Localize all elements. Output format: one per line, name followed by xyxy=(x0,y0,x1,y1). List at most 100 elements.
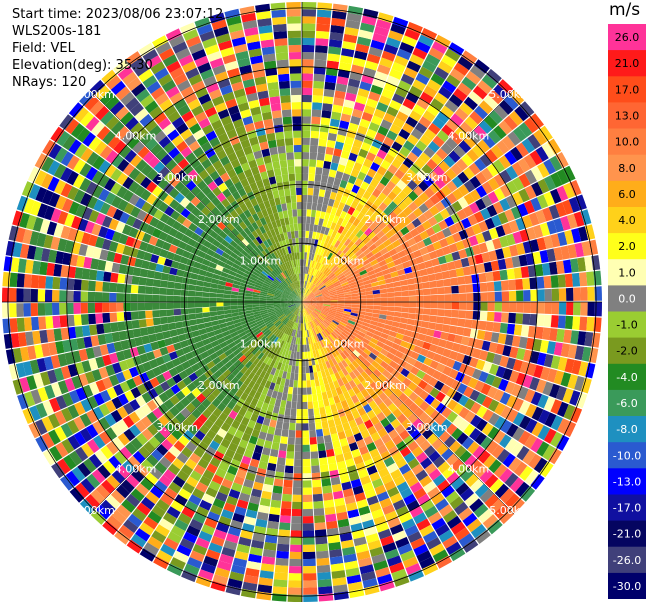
ray-gate xyxy=(517,203,529,217)
ray-gate xyxy=(271,270,278,277)
ray-gate xyxy=(305,323,308,331)
ray-gate xyxy=(448,42,465,56)
ray-gate xyxy=(81,268,91,280)
ray-gate xyxy=(240,392,249,401)
ray-gate xyxy=(243,209,252,219)
ray-gate xyxy=(405,563,422,575)
ray-gate xyxy=(73,189,86,204)
ray-gate xyxy=(163,141,176,154)
ray-gate xyxy=(98,226,109,238)
ray-gate xyxy=(448,94,463,108)
ray-gate xyxy=(385,230,395,239)
ray-gate xyxy=(220,326,229,333)
ray-gate xyxy=(499,468,513,483)
ray-gate xyxy=(48,342,58,356)
ray-gate xyxy=(387,147,399,158)
ray-gate xyxy=(380,302,388,307)
ray-gate xyxy=(247,371,256,380)
ray-gate xyxy=(302,295,305,302)
ray-gate xyxy=(330,298,338,301)
ray-gate xyxy=(317,255,323,263)
ray-gate xyxy=(303,309,305,317)
ray-gate xyxy=(330,303,338,306)
ray-gate xyxy=(179,340,189,349)
ray-gate xyxy=(61,198,74,213)
ray-gate xyxy=(318,189,326,198)
ray-gate xyxy=(166,563,183,577)
ray-gate xyxy=(280,378,286,386)
ray-gate xyxy=(173,152,185,164)
ray-gate xyxy=(293,245,297,253)
ray-gate xyxy=(19,243,30,259)
ray-gate xyxy=(248,232,256,241)
ray-gate xyxy=(467,377,479,389)
ray-gate xyxy=(302,223,306,231)
ray-gate xyxy=(317,356,322,364)
ray-gate xyxy=(284,270,289,278)
ray-gate xyxy=(315,295,323,299)
ray-gate xyxy=(274,307,282,311)
ray-gate xyxy=(535,209,547,224)
ray-gate xyxy=(132,267,142,277)
ray-gate xyxy=(223,263,232,270)
ray-gate xyxy=(542,381,554,396)
ray-gate xyxy=(363,262,372,270)
ray-gate xyxy=(319,240,325,249)
ray-gate xyxy=(95,313,104,324)
ray-gate xyxy=(506,423,519,438)
ray-gate xyxy=(90,509,106,525)
ray-gate xyxy=(308,297,316,301)
ray-gate xyxy=(126,378,137,390)
ray-gate xyxy=(316,317,323,324)
ray-gate xyxy=(268,213,276,222)
ray-gate xyxy=(296,273,299,281)
ray-gate xyxy=(218,352,227,361)
ray-gate xyxy=(255,368,263,377)
ray-gate xyxy=(290,351,295,359)
ray-gate xyxy=(176,327,185,336)
ray-gate xyxy=(125,51,142,66)
ray-gate xyxy=(478,220,489,233)
ray-gate xyxy=(226,400,236,410)
ray-gate xyxy=(472,311,481,320)
ray-gate xyxy=(276,287,284,293)
ray-gate xyxy=(458,507,473,521)
ray-gate xyxy=(167,129,180,141)
ray-gate xyxy=(241,347,249,355)
ray-gate xyxy=(487,519,503,535)
ray-gate xyxy=(129,57,146,71)
ray-gate xyxy=(387,292,395,298)
ray-gate xyxy=(384,510,398,522)
ray-gate xyxy=(530,289,538,301)
ray-gate xyxy=(235,445,246,456)
ray-gate xyxy=(59,114,74,130)
ray-gate xyxy=(255,227,263,237)
ray-gate xyxy=(41,416,54,432)
ray-gate xyxy=(145,472,159,486)
ray-gate xyxy=(253,286,262,291)
ray-gate xyxy=(438,431,451,443)
ray-gate xyxy=(324,279,331,286)
ray-gate xyxy=(486,163,500,177)
ray-gate xyxy=(476,329,486,340)
ray-gate xyxy=(368,91,381,102)
ray-gate xyxy=(288,336,293,344)
ray-gate xyxy=(378,336,387,344)
ray-gate xyxy=(398,392,409,403)
ray-gate xyxy=(553,342,563,356)
ray-gate xyxy=(383,273,392,280)
ray-gate xyxy=(430,398,441,410)
ray-gate xyxy=(388,429,399,440)
ray-gate xyxy=(293,290,299,297)
ray-gate xyxy=(499,184,512,198)
ray-gate xyxy=(498,509,515,525)
ray-gate xyxy=(474,483,489,498)
ray-gate xyxy=(180,464,194,476)
ray-gate xyxy=(305,315,309,323)
ray-gate xyxy=(493,173,506,187)
ray-gate xyxy=(263,440,273,449)
ray-gate xyxy=(286,152,294,160)
ray-gate xyxy=(246,330,255,337)
ray-gate xyxy=(376,230,385,239)
ray-gate xyxy=(310,216,316,225)
